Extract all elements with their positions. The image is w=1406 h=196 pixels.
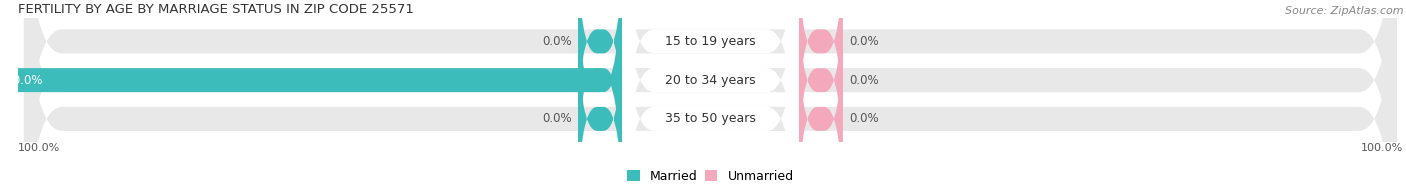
FancyBboxPatch shape	[24, 0, 1398, 196]
Text: 0.0%: 0.0%	[849, 35, 879, 48]
FancyBboxPatch shape	[24, 0, 1398, 196]
Text: 35 to 50 years: 35 to 50 years	[665, 112, 756, 125]
FancyBboxPatch shape	[578, 0, 623, 146]
FancyBboxPatch shape	[623, 0, 799, 196]
FancyBboxPatch shape	[623, 0, 799, 196]
Text: 100.0%: 100.0%	[0, 74, 44, 87]
Text: Source: ZipAtlas.com: Source: ZipAtlas.com	[1285, 6, 1403, 16]
Text: 0.0%: 0.0%	[543, 112, 572, 125]
Text: FERTILITY BY AGE BY MARRIAGE STATUS IN ZIP CODE 25571: FERTILITY BY AGE BY MARRIAGE STATUS IN Z…	[18, 3, 413, 16]
FancyBboxPatch shape	[799, 0, 842, 146]
FancyBboxPatch shape	[799, 0, 842, 184]
Text: 20 to 34 years: 20 to 34 years	[665, 74, 756, 87]
Text: 15 to 19 years: 15 to 19 years	[665, 35, 756, 48]
FancyBboxPatch shape	[578, 15, 623, 196]
Text: 100.0%: 100.0%	[18, 143, 60, 153]
Text: 0.0%: 0.0%	[543, 35, 572, 48]
Text: 100.0%: 100.0%	[1361, 143, 1403, 153]
Legend: Married, Unmarried: Married, Unmarried	[627, 170, 793, 183]
Text: 0.0%: 0.0%	[849, 112, 879, 125]
FancyBboxPatch shape	[0, 0, 623, 196]
Text: 0.0%: 0.0%	[849, 74, 879, 87]
FancyBboxPatch shape	[623, 0, 799, 196]
FancyBboxPatch shape	[24, 0, 1398, 196]
FancyBboxPatch shape	[799, 15, 842, 196]
FancyBboxPatch shape	[578, 0, 623, 184]
